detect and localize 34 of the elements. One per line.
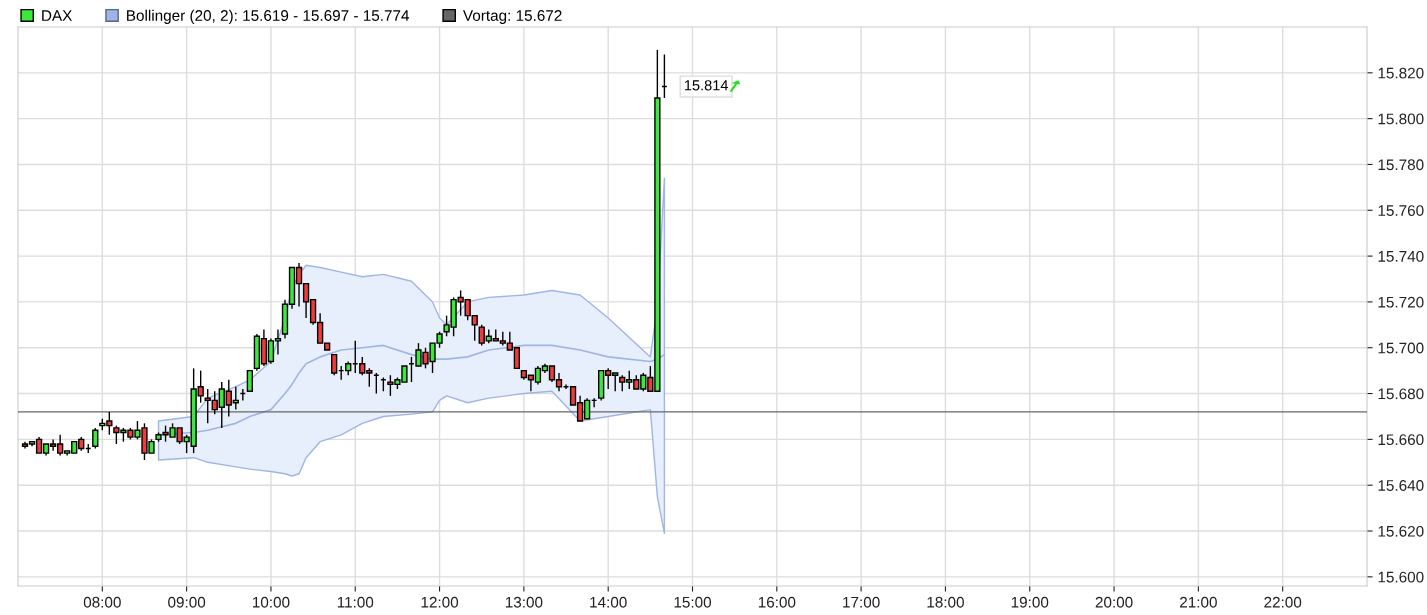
y-tick-label: 15.760: [1378, 205, 1424, 216]
candlestick: [92, 427, 99, 450]
x-tick-label: 15:00: [674, 596, 712, 608]
x-tick-label: 12:00: [421, 596, 459, 608]
legend-label: Vortag: 15.672: [462, 10, 562, 24]
x-tick-label: 08:00: [83, 596, 121, 608]
y-tick-label: 15.800: [1378, 113, 1424, 125]
x-tick-label: 21:00: [1180, 596, 1217, 608]
x-tick-label: 13:00: [505, 596, 543, 608]
y-tick-label: 15.660: [1378, 434, 1424, 446]
legend-label: DAX: [42, 10, 73, 21]
y-tick-label: 15.640: [1378, 480, 1424, 491]
y-tick-label: 15.600: [1378, 571, 1424, 583]
x-tick-label: 14:00: [590, 596, 627, 608]
x-tick-label: 09:00: [168, 596, 206, 608]
y-tick-label: 15.620: [1378, 525, 1424, 537]
x-tick-label: 22:00: [1264, 596, 1302, 608]
x-tick-label: 17:00: [843, 596, 880, 608]
x-tick-label: 18:00: [927, 596, 964, 608]
legend-label: Bollinger (20, 2): 15.619 - 15.697 - 15.774: [127, 9, 410, 24]
y-tick-label: 15.700: [1378, 342, 1424, 354]
candlestick: [331, 353, 338, 376]
y-tick-label: 15.780: [1378, 159, 1424, 171]
x-tick-label: 16:00: [758, 596, 796, 608]
x-tick-label: 19:00: [1011, 596, 1049, 608]
y-tick-label: 15.720: [1378, 296, 1424, 308]
x-tick-label: 11:00: [337, 596, 374, 608]
candlestick: [246, 369, 254, 392]
x-tick-label: 10:00: [252, 596, 290, 608]
x-tick-label: 20:00: [1095, 596, 1133, 608]
y-tick-label: 15.820: [1378, 67, 1424, 79]
y-tick-label: 15.680: [1378, 388, 1424, 400]
y-tick-label: 15.740: [1378, 250, 1424, 262]
annotation: 15.814: [684, 80, 729, 91]
